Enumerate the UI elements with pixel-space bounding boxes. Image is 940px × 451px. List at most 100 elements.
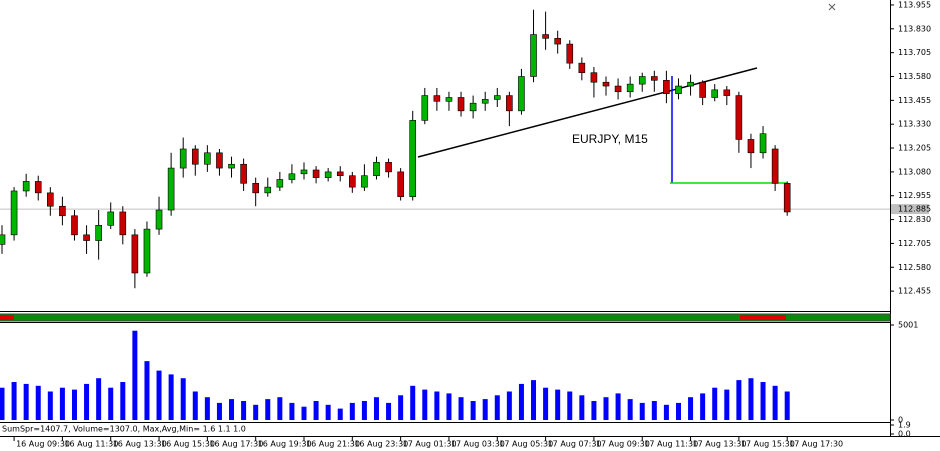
volume-bar (784, 391, 790, 420)
x-tick-label: 16 Aug 19:30 (258, 440, 312, 449)
volume-bar (518, 383, 524, 420)
last-price-label: 112.885 (898, 205, 931, 214)
volume-bar (120, 382, 126, 420)
candle-body (300, 169, 308, 175)
volume-bar (373, 397, 379, 420)
volume-bar (398, 395, 404, 420)
volume-bar (241, 401, 247, 420)
candle-body (566, 43, 574, 64)
candle-body (167, 167, 175, 211)
x-tick-label: 16 Aug 23:30 (354, 440, 408, 449)
volume-bar (724, 389, 730, 420)
candle-body (349, 175, 356, 188)
y-tick-label: 0.0 (898, 430, 911, 439)
volume-bar (555, 389, 561, 420)
y-tick-label: 113.580 (898, 72, 931, 81)
x-tick-label: 17 Aug 05:30 (499, 440, 553, 449)
candle-body (47, 192, 54, 207)
volume-bar (591, 401, 597, 420)
volume-bar (458, 397, 464, 420)
candle-body (155, 209, 163, 230)
status-bar-red (740, 315, 786, 320)
y-tick-label: 112.580 (898, 263, 931, 272)
volume-bar (84, 383, 90, 420)
volume-bar (144, 361, 150, 420)
y-tick-label: 1.9 (898, 421, 911, 430)
candle-body (143, 228, 151, 274)
x-tick-label: 17 Aug 03:30 (451, 440, 505, 449)
y-tick-label: 113.080 (898, 167, 931, 176)
candle-body (34, 181, 42, 194)
y-tick-label: 113.955 (898, 0, 931, 9)
x-tick-label: 16 Aug 21:30 (306, 440, 360, 449)
candle-body (783, 183, 791, 213)
volume-bar (615, 393, 621, 420)
candle-body (131, 234, 139, 274)
candle-body (735, 95, 743, 140)
volume-bar (35, 385, 41, 420)
volume-bar (168, 374, 174, 420)
candle-body (312, 169, 320, 178)
candle-body (361, 175, 368, 188)
x-tick-label: 16 Aug 11:30 (64, 440, 118, 449)
volume-bar (627, 399, 633, 420)
y-tick-label: 0 (898, 416, 903, 425)
candle-body (264, 186, 272, 194)
status-bar (0, 313, 891, 322)
candle-body (759, 133, 767, 154)
x-tick-label: 16 Aug 09:30 (16, 440, 70, 449)
candle-body (385, 162, 392, 173)
volume-bar (59, 387, 65, 420)
candle-body (59, 205, 66, 217)
candle-body (216, 152, 223, 169)
volume-bar (470, 401, 476, 420)
volume-bar (579, 395, 585, 420)
candle-body (747, 139, 755, 154)
volume-bar (108, 387, 114, 420)
volume-bar (386, 402, 392, 420)
volume-bar (446, 393, 452, 420)
candle-body (10, 190, 18, 236)
y-tick-label: 113.705 (898, 48, 931, 57)
candle-body (397, 171, 404, 197)
volume-bar (192, 391, 198, 420)
candle-body (83, 234, 90, 241)
volume-bar (675, 402, 681, 420)
volume-bar (639, 402, 645, 420)
volume-bar (47, 391, 53, 420)
candle-body (336, 171, 344, 176)
candle-body (590, 72, 598, 83)
candle-body (107, 211, 115, 226)
candle-body (687, 81, 694, 87)
volume-bar (748, 378, 754, 420)
y-tick-label: 113.830 (898, 24, 931, 33)
candle-body (771, 148, 779, 184)
candle-body (252, 183, 259, 194)
volume-bar (96, 378, 102, 420)
x-tick-label: 17 Aug 09:30 (596, 440, 650, 449)
candle-body (433, 95, 441, 102)
y-tick-label: 5001 (898, 321, 918, 330)
candle-body (228, 163, 235, 169)
volume-bar (325, 404, 331, 420)
candle-body (445, 97, 453, 102)
volume-bar (204, 397, 210, 420)
candle-body (554, 38, 561, 45)
volume-bar (422, 389, 428, 420)
candle-body (324, 171, 332, 178)
candle-body (493, 95, 501, 100)
volume-bar (712, 387, 718, 420)
close-icon[interactable] (828, 3, 836, 11)
candle-body (409, 120, 417, 197)
volume-bar (229, 399, 235, 420)
volume-bar (543, 387, 549, 420)
volume-bar (277, 397, 283, 420)
candle-body (469, 102, 477, 112)
candle-body (0, 234, 6, 245)
volume-bar (603, 397, 609, 420)
candle-body (119, 211, 127, 236)
volume-bar (663, 404, 669, 420)
last-price-box (891, 204, 929, 215)
volume-bar (216, 402, 222, 420)
volume-bar (0, 387, 5, 420)
